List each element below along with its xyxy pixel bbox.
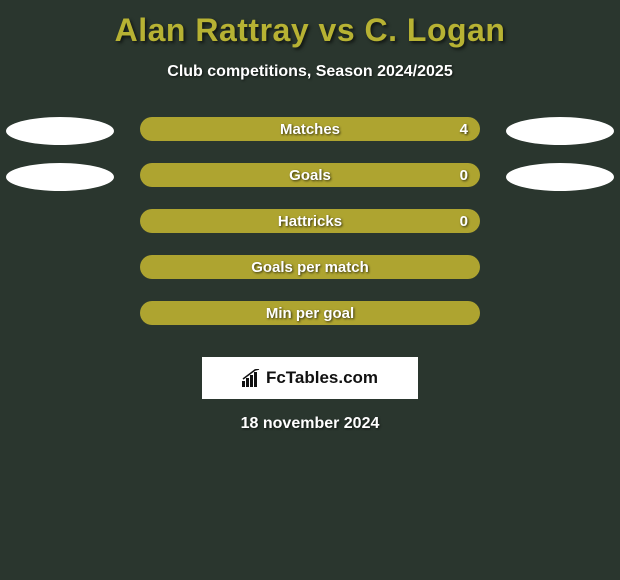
- stat-label: Hattricks: [278, 213, 342, 230]
- player-right-marker: [506, 117, 614, 145]
- date-text: 18 november 2024: [0, 415, 620, 433]
- stat-row: Matches 4: [0, 117, 620, 163]
- stats-container: Matches 4 Goals 0 Hattricks 0 Goals per …: [0, 117, 620, 347]
- logo-text: FcTables.com: [266, 368, 378, 388]
- stat-bar: Goals 0: [140, 163, 480, 187]
- stat-value: 4: [460, 121, 468, 138]
- logo: FcTables.com: [242, 368, 378, 388]
- stat-bar: Hattricks 0: [140, 209, 480, 233]
- stat-row: Goals 0: [0, 163, 620, 209]
- stat-value: 0: [460, 167, 468, 184]
- stat-label: Goals: [289, 167, 331, 184]
- stat-bar: Goals per match: [140, 255, 480, 279]
- player-left-marker: [6, 117, 114, 145]
- bar-chart-icon: [242, 369, 262, 387]
- page-title: Alan Rattray vs C. Logan: [0, 0, 620, 49]
- stat-row: Min per goal: [0, 301, 620, 347]
- logo-box: FcTables.com: [202, 357, 418, 399]
- stat-row: Goals per match: [0, 255, 620, 301]
- player-left-marker: [6, 163, 114, 191]
- stat-label: Matches: [280, 121, 340, 138]
- stat-bar: Min per goal: [140, 301, 480, 325]
- stat-bar: Matches 4: [140, 117, 480, 141]
- stat-label: Min per goal: [266, 305, 354, 322]
- stat-value: 0: [460, 213, 468, 230]
- player-right-marker: [506, 163, 614, 191]
- stat-row: Hattricks 0: [0, 209, 620, 255]
- stat-label: Goals per match: [251, 259, 369, 276]
- subtitle: Club competitions, Season 2024/2025: [0, 63, 620, 81]
